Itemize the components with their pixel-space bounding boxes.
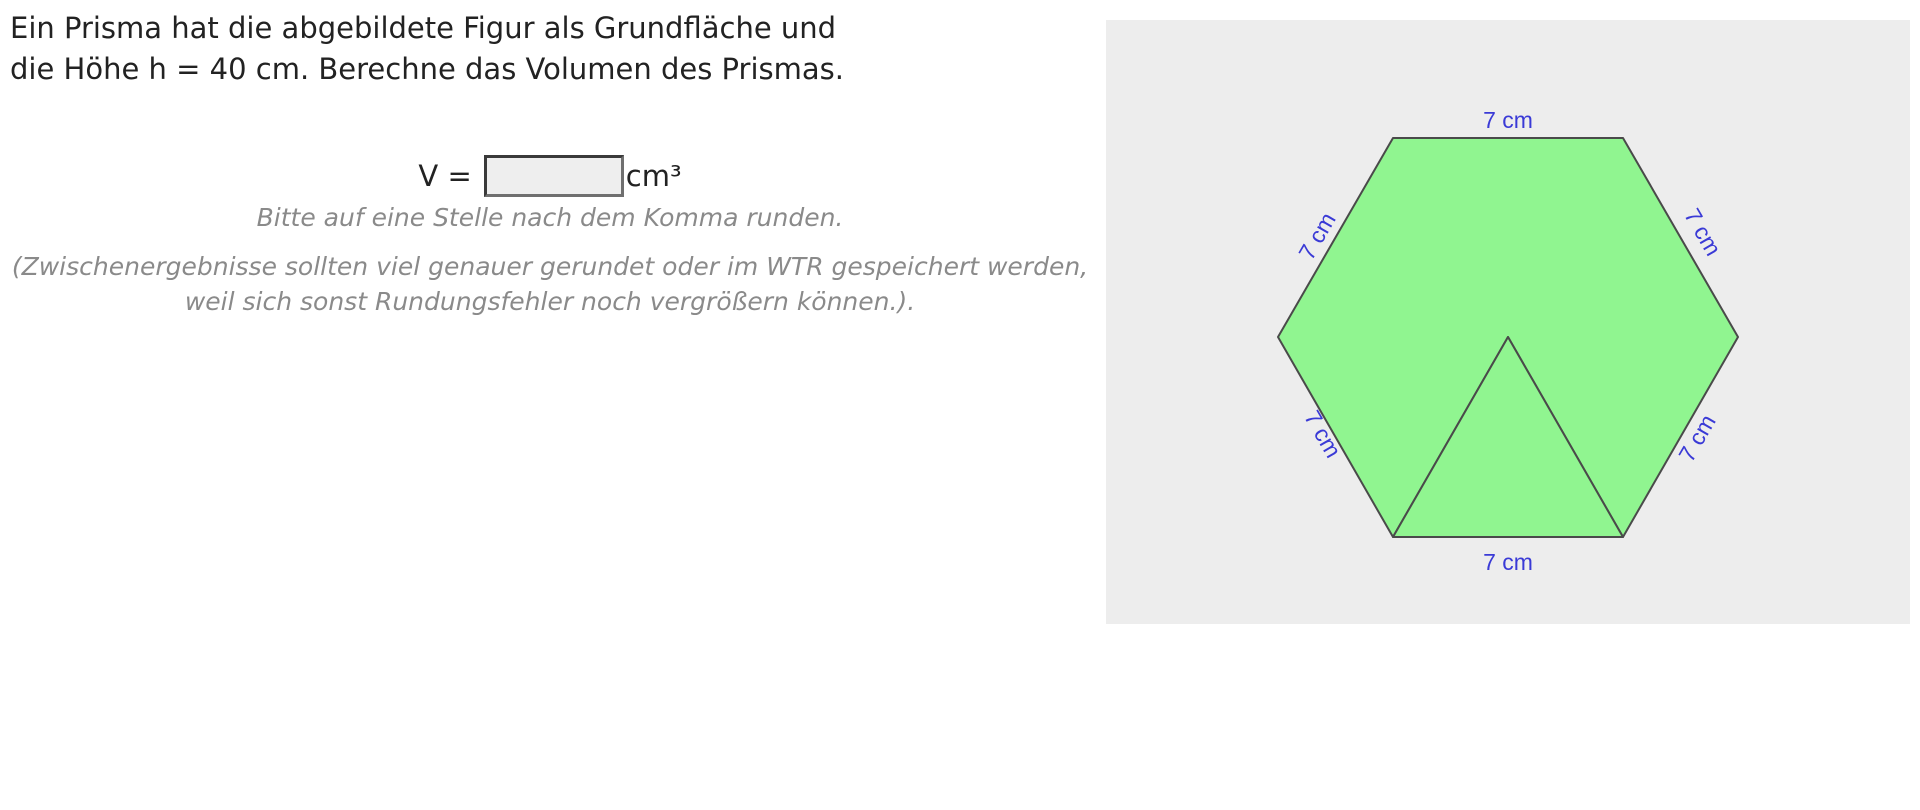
- intermediate-results-hint: (Zwischenergebnisse sollten viel genauer…: [0, 249, 1100, 319]
- task-line-1: Ein Prisma hat die abgebildete Figur als…: [10, 11, 837, 45]
- triangle-piece: [1392, 336, 1624, 538]
- hexagon-figure: 7 cm 7 cm 7 cm 7 cm 7 cm 7 cm: [1277, 107, 1739, 575]
- intermediate-hint-line-1: (Zwischenergebnisse sollten viel genauer…: [11, 252, 1089, 281]
- volume-input[interactable]: [483, 155, 624, 197]
- intermediate-hint-line-2: weil sich sonst Rundungsfehler noch verg…: [184, 287, 916, 316]
- edge-label-top: 7 cm: [1483, 107, 1533, 133]
- task-description: Ein Prisma hat die abgebildete Figur als…: [10, 8, 1070, 90]
- figure-panel: 7 cm 7 cm 7 cm 7 cm 7 cm 7 cm: [1106, 20, 1910, 624]
- rounding-hint: Bitte auf eine Stelle nach dem Komma run…: [256, 203, 844, 232]
- edge-label-bottom: 7 cm: [1483, 549, 1533, 575]
- task-line-2: die Höhe h = 40 cm. Berechne das Volumen…: [10, 52, 844, 86]
- volume-label: V =: [418, 159, 472, 193]
- answer-row: V = cm³: [0, 148, 1100, 204]
- volume-unit: cm³: [625, 159, 682, 193]
